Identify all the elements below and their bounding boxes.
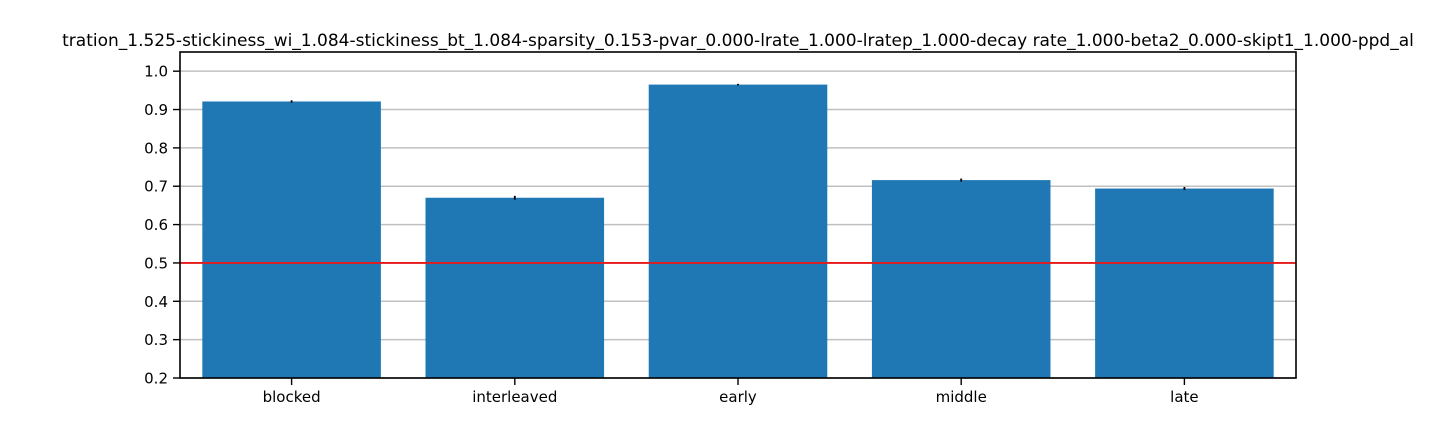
x-tick-label-blocked: blocked [263,388,321,406]
x-axis: blocked interleaved early middle late [263,378,1199,406]
x-tick-label-late: late [1170,388,1198,406]
bar-blocked [202,101,381,379]
y-tick-label: 0.8 [144,139,168,157]
y-tick-label: 0.7 [144,178,168,196]
y-tick-label: 0.3 [144,331,168,349]
x-tick-label-interleaved: interleaved [472,388,557,406]
chart-title: tration_1.525-stickiness_wi_1.084-sticki… [62,31,1414,51]
y-tick-label: 0.2 [144,370,168,388]
y-tick-label: 1.0 [144,63,168,81]
x-tick-label-early: early [719,388,757,406]
x-tick-label-middle: middle [936,388,987,406]
y-tick-label: 0.6 [144,216,168,234]
y-tick-label: 0.4 [144,293,168,311]
bar-interleaved [425,197,605,378]
y-tick-label: 0.5 [144,254,168,272]
bar-early [648,84,828,378]
bar-middle [871,180,1051,378]
y-axis: 0.2 0.3 0.4 0.5 0.6 0.7 0.8 0.9 1.0 [144,63,180,388]
bars [202,84,1274,379]
error-bars [290,83,1186,200]
y-tick-label: 0.9 [144,101,168,119]
bar-late [1095,188,1274,378]
